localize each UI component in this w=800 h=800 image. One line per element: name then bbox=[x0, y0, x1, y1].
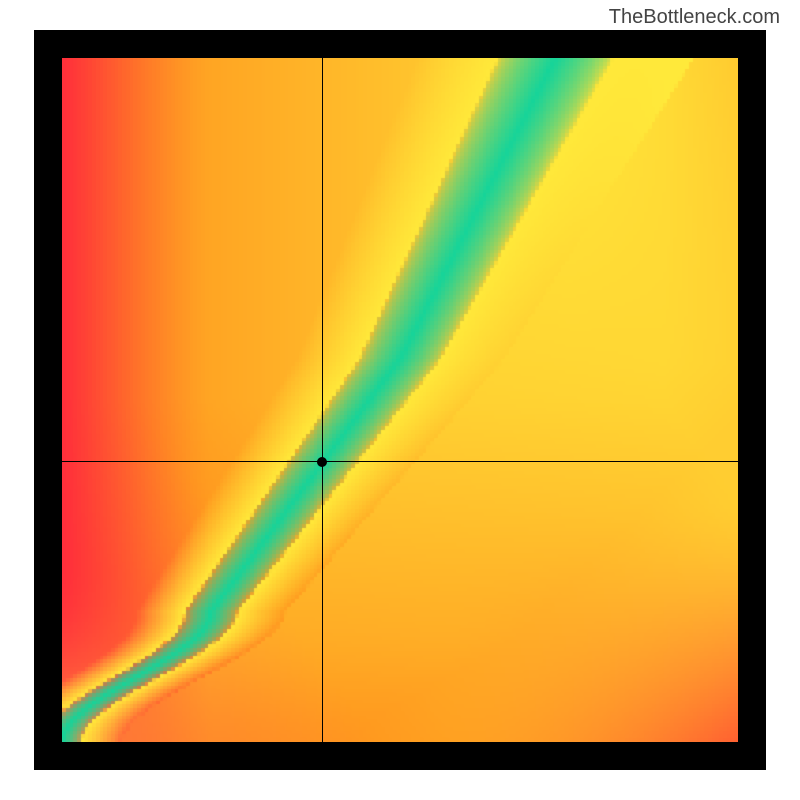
frame-left bbox=[34, 30, 62, 770]
bottleneck-heatmap bbox=[62, 58, 738, 742]
frame-right bbox=[738, 30, 766, 770]
crosshair-vertical bbox=[322, 58, 323, 742]
frame-top bbox=[34, 30, 766, 58]
crosshair-marker bbox=[317, 457, 327, 467]
frame-bottom bbox=[34, 742, 766, 770]
crosshair-horizontal bbox=[62, 461, 738, 462]
watermark: TheBottleneck.com bbox=[609, 6, 780, 29]
